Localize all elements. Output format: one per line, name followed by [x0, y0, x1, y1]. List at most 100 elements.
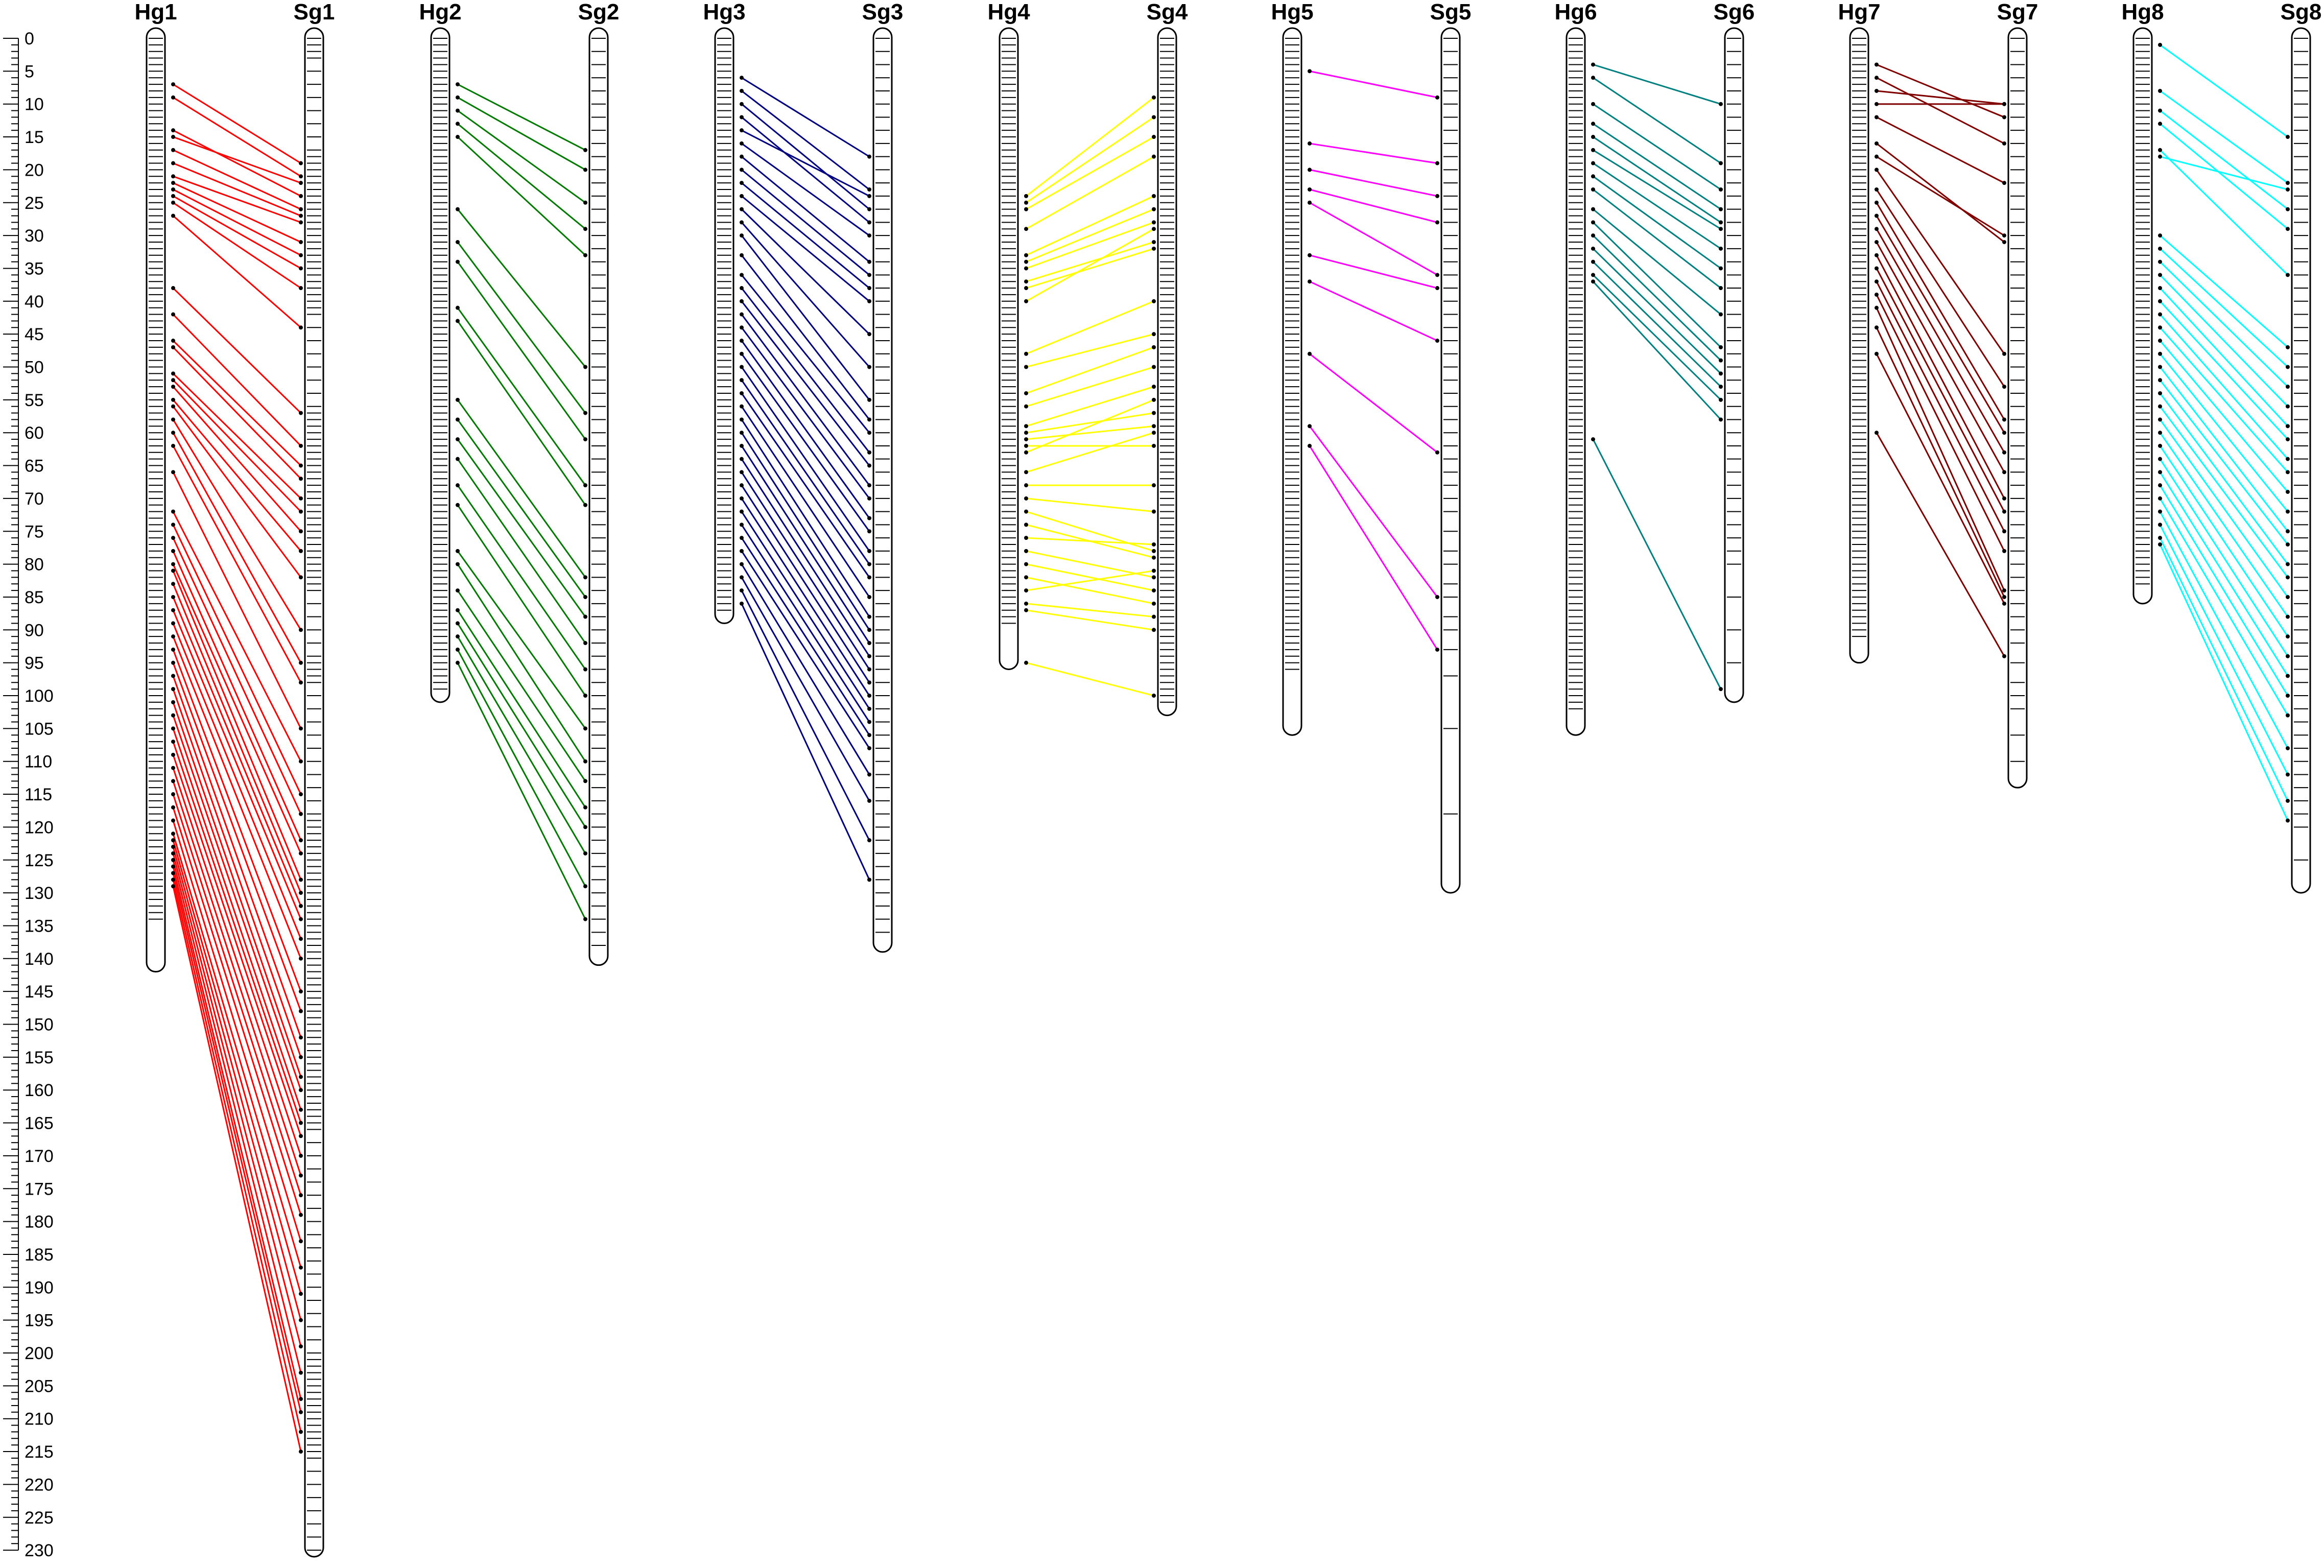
link-endpoint-right — [1152, 135, 1156, 139]
link-endpoint-right — [867, 286, 871, 291]
link-endpoint-right — [1152, 227, 1156, 231]
link-endpoint-left — [456, 259, 460, 264]
link-endpoint-left — [2158, 522, 2162, 527]
marker-link — [1876, 215, 2005, 433]
link-endpoint-right — [867, 417, 871, 422]
link-endpoint-left — [171, 871, 175, 875]
link-endpoint-right — [583, 411, 587, 415]
link-endpoint-right — [867, 154, 871, 159]
marker-link — [2160, 234, 2288, 348]
marker-link — [172, 287, 302, 414]
marker-link — [1876, 281, 2005, 532]
chromosome-hg4 — [999, 27, 1019, 671]
marker-link — [172, 794, 302, 1196]
axis-tick-label: 50 — [25, 358, 44, 377]
axis-tick-label: 160 — [25, 1081, 54, 1100]
link-endpoint-left — [2158, 299, 2162, 303]
link-endpoint-right — [867, 207, 871, 211]
chromosome-hg2 — [430, 27, 450, 703]
marker-link — [457, 662, 586, 920]
link-endpoint-left — [740, 588, 744, 593]
link-endpoint-left — [456, 397, 460, 402]
chromosome-sg4 — [1157, 27, 1177, 717]
marker-link — [2160, 123, 2288, 230]
marker-link — [1876, 90, 2005, 105]
link-endpoint-left — [456, 503, 460, 507]
link-endpoint-right — [299, 989, 303, 994]
link-endpoint-right — [299, 207, 303, 211]
marker-link — [173, 175, 301, 223]
link-endpoint-right — [1152, 542, 1156, 547]
link-endpoint-right — [299, 1344, 303, 1349]
link-endpoint-left — [456, 207, 460, 211]
marker-link — [1026, 228, 1154, 302]
marker-link — [457, 110, 586, 203]
axis-tick-label: 70 — [25, 489, 44, 509]
link-endpoint-right — [2002, 141, 2006, 146]
link-endpoint-left — [171, 864, 175, 869]
link-endpoint-right — [299, 1318, 303, 1322]
link-endpoint-right — [2286, 365, 2290, 369]
marker-link — [1876, 77, 2005, 145]
link-endpoint-left — [171, 621, 175, 626]
link-endpoint-right — [299, 529, 303, 534]
link-endpoint-left — [1875, 213, 1879, 218]
marker-link — [1876, 228, 2005, 453]
link-endpoint-right — [2286, 542, 2290, 547]
link-endpoint-left — [171, 509, 175, 514]
link-endpoint-right — [1152, 240, 1156, 244]
link-endpoint-right — [299, 1035, 303, 1040]
link-endpoint-left — [2158, 391, 2162, 395]
link-endpoint-right — [299, 1134, 303, 1138]
link-endpoint-left — [1591, 279, 1595, 284]
marker-link — [1592, 248, 1722, 374]
marker-link — [173, 188, 301, 256]
link-endpoint-right — [1152, 397, 1156, 402]
link-endpoint-right — [299, 575, 303, 580]
link-endpoint-right — [867, 529, 871, 534]
chromosome-bar — [1724, 27, 1744, 703]
link-endpoint-right — [1152, 411, 1156, 415]
marker-link — [741, 353, 870, 532]
marker-link — [173, 202, 301, 289]
axis-tick-label: 180 — [25, 1213, 54, 1232]
link-endpoint-right — [867, 694, 871, 698]
chromosome-hg7 — [1849, 27, 1869, 664]
axis-tick-label: 30 — [25, 226, 44, 246]
link-endpoint-left — [171, 713, 175, 718]
link-endpoint-right — [1152, 115, 1156, 120]
link-endpoint-left — [171, 286, 175, 291]
link-endpoint-left — [1024, 431, 1028, 435]
link-endpoint-right — [867, 187, 871, 192]
link-endpoint-left — [171, 213, 175, 218]
link-endpoint-left — [740, 509, 744, 514]
link-endpoint-right — [299, 660, 303, 665]
axis-tick-label: 45 — [25, 325, 44, 344]
link-endpoint-right — [2286, 575, 2290, 580]
link-endpoint-left — [2158, 42, 2162, 47]
link-endpoint-left — [740, 443, 744, 448]
link-endpoint-left — [1591, 259, 1595, 264]
link-endpoint-right — [1719, 312, 1723, 317]
link-endpoint-left — [171, 851, 175, 856]
link-endpoint-left — [1875, 305, 1879, 310]
link-endpoint-left — [740, 76, 744, 80]
link-endpoint-right — [299, 891, 303, 895]
marker-link — [1592, 274, 1722, 400]
link-endpoint-left — [171, 805, 175, 810]
marker-link — [2159, 544, 2289, 821]
link-endpoint-right — [1719, 227, 1723, 231]
marker-link — [172, 524, 302, 795]
link-endpoint-right — [583, 641, 587, 646]
marker-link — [172, 346, 302, 480]
link-endpoint-right — [1435, 339, 1439, 343]
link-endpoint-right — [299, 904, 303, 908]
link-endpoint-right — [299, 266, 303, 271]
link-endpoint-left — [456, 319, 460, 323]
chromosome-sg8 — [2291, 27, 2311, 894]
marker-link — [172, 432, 302, 663]
link-endpoint-left — [171, 82, 175, 87]
marker-link — [172, 610, 302, 920]
marker-link — [741, 379, 870, 565]
link-endpoint-right — [1152, 246, 1156, 251]
